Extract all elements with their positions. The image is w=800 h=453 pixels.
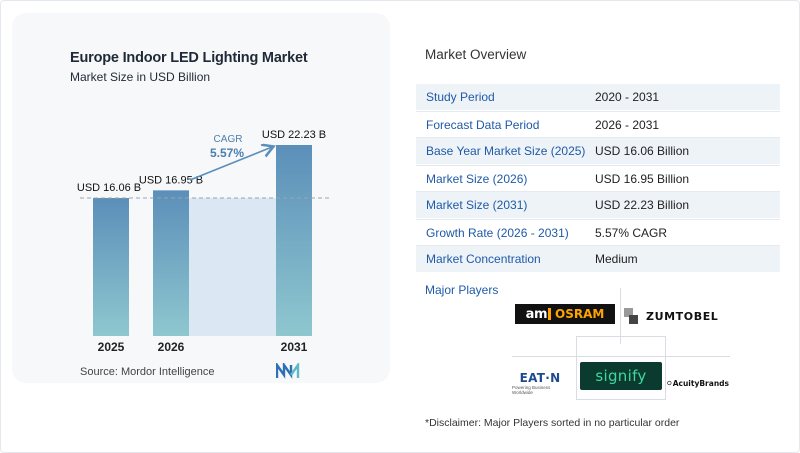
acuity-swirl-icon [667,380,672,386]
overview-label: Study Period [426,90,495,104]
overview-value: 5.57% CAGR [595,225,668,240]
osram-text: OSRAM [555,307,605,321]
tick-label-2025: 2025 [98,340,125,354]
overview-label: Base Year Market Size (2025) [426,144,586,158]
overview-value: 2026 - 2031 [595,117,660,132]
overview-value: USD 22.23 Billion [595,198,690,212]
growth-shade [189,198,276,336]
chart-subtitle: Market Size in USD Billion [70,70,211,84]
divider [512,356,730,357]
disclaimer-note: *Disclaimer: Major Players sorted in no … [425,417,680,429]
overview-label: Growth Rate (2026 - 2031) [426,225,569,240]
eaton-logo: EAT·N Powering Business Worldwide [512,370,568,396]
overview-label: Market Concentration [426,252,541,266]
data-label-2031: USD 22.23 B [262,129,326,141]
cagr-value: 5.57% [210,146,244,160]
cagr-label: CAGR [214,134,243,145]
overview-value: USD 16.95 Billion [595,171,690,186]
overview-title: Market Overview [425,47,527,62]
divider [620,288,621,344]
tick-label-2026: 2026 [158,340,185,354]
zumtobel-mark-icon [624,308,638,324]
overview-label: Market Size (2026) [426,171,528,186]
overview-row: Base Year Market Size (2025) USD 16.06 B… [416,138,780,165]
overview-row: Market Size (2026) USD 16.95 Billion [416,165,780,192]
eaton-tagline: Powering Business Worldwide [512,385,551,395]
ams-text: am [525,306,548,322]
zumtobel-logo: ZUMTOBEL [624,306,732,326]
bar-2031 [276,145,312,336]
overview-value: 2020 - 2031 [595,90,660,104]
acuity-brands-logo: AcuityBrands [667,374,729,392]
overview-label: Market Size (2031) [426,198,528,212]
overview-row: Market Size (2031) USD 22.23 Billion [416,192,780,219]
divider-box [576,336,666,400]
overview-row: Forecast Data Period 2026 - 2031 [416,111,780,138]
signify-text: signify [595,367,647,385]
mordor-intelligence-logo-icon [276,363,300,379]
zumtobel-text: ZUMTOBEL [646,309,719,323]
overview-label: Forecast Data Period [426,117,540,132]
signify-logo: signify [580,362,662,390]
data-label-2025: USD 16.06 B [77,182,141,194]
overview-row: Growth Rate (2026 - 2031) 5.57% CAGR [416,219,780,246]
bar-2025 [93,198,129,336]
major-players-title: Major Players [425,283,499,297]
ams-osram-logo: am OSRAM [515,304,615,324]
data-label-2026: USD 16.95 B [139,174,203,186]
ams-bar-icon [548,308,551,320]
acuity-text: AcuityBrands [672,378,729,388]
eaton-text: EAT·N [519,371,561,385]
overview-row: Study Period 2020 - 2031 [416,84,780,111]
overview-value: Medium [595,252,638,266]
tick-label-2031: 2031 [281,340,308,354]
cagr-arrow [189,147,272,181]
overview-value: USD 16.06 Billion [595,144,690,158]
overview-row: Market Concentration Medium [416,246,780,273]
bar-2026 [153,190,189,336]
chart-title: Europe Indoor LED Lighting Market [70,50,308,66]
source-note: Source: Mordor Intelligence [80,366,215,378]
overview-table: Study Period 2020 - 2031 Forecast Data P… [416,84,780,273]
